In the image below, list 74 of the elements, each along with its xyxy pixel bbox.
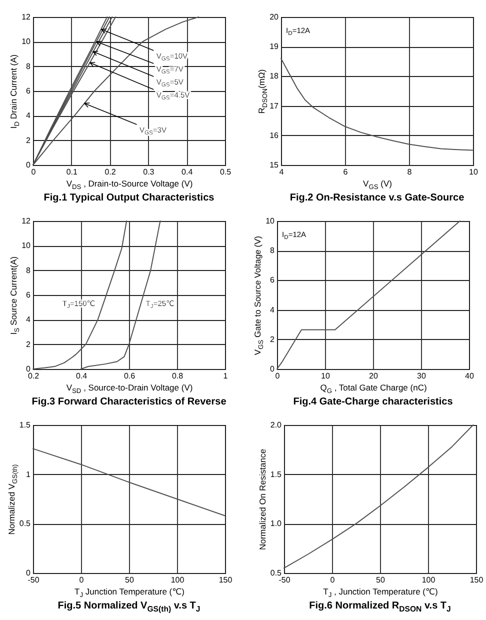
y-tick-label: 10 xyxy=(22,37,32,46)
y-tick-label: 0 xyxy=(26,568,32,578)
y-tick-label: 16 xyxy=(270,130,280,140)
y-tick-label: 12 xyxy=(22,216,32,226)
x-tick-label: 10 xyxy=(469,168,478,176)
x-tick-label: 0.2 xyxy=(104,168,116,176)
y-tick-label: 4 xyxy=(26,315,32,324)
y-tick-label: 2 xyxy=(26,136,32,145)
y-tick-label: 4 xyxy=(270,305,276,314)
x-tick-label: 50 xyxy=(376,576,386,584)
y-tick-label: 0.5 xyxy=(19,519,32,528)
y-tick-label: 6 xyxy=(26,290,32,300)
y-tick-label: 20 xyxy=(270,12,280,22)
x-tick-label: 150 xyxy=(218,576,233,584)
y-tick-label: 0 xyxy=(270,364,276,374)
x-tick-label: 0.5 xyxy=(220,168,232,176)
x-tick-label: -50 xyxy=(278,576,291,584)
x-tick-label: 0.4 xyxy=(182,168,194,176)
x-tick-label: 1 xyxy=(223,372,228,380)
text: Fig.1 Typical Output Characteristics xyxy=(44,192,215,204)
y-tick-label: 10 xyxy=(266,216,276,226)
y-tick-label: 2 xyxy=(270,334,276,344)
y-tick-label: 15 xyxy=(270,160,280,170)
text: Fig.5 Normalized V$_{GS(th)}$ v.s T$_{J}$ xyxy=(58,600,200,614)
y-tick-label: 0.5 xyxy=(270,568,282,578)
x-tick-label: 30 xyxy=(417,372,426,380)
x-tick-label: 150 xyxy=(470,576,484,584)
x-tick-label: 0 xyxy=(79,576,84,584)
x-tick-label: 0.6 xyxy=(124,372,136,380)
y-tick-label: 10 xyxy=(22,241,32,250)
y-tick-label: 1 xyxy=(26,470,32,479)
x-tick-label: 100 xyxy=(422,576,436,584)
y-tick-label: 6 xyxy=(26,86,32,96)
y-axis-title: Normalized On Resistance xyxy=(257,448,268,550)
x-tick-label: 0.8 xyxy=(172,372,184,380)
y-tick-label: 19 xyxy=(270,42,280,52)
x-tick-label: 0.3 xyxy=(143,168,155,176)
x-tick-label: -50 xyxy=(28,576,40,584)
x-axis-title: T$_{J}$ Junction Temperature (℃) xyxy=(74,586,185,599)
x-tick-label: 10 xyxy=(321,372,330,380)
y-tick-label: 6 xyxy=(270,276,276,285)
y-tick-label: 1.0 xyxy=(270,519,282,528)
x-tick-label: 40 xyxy=(465,372,474,380)
x-tick-label: 8 xyxy=(407,168,412,176)
y-tick-label: 12 xyxy=(22,12,32,22)
x-axis-title: V$_{DS}$ , Drain-to-Source Voltage (V) xyxy=(66,178,193,191)
x-axis-title: T$_{J}$ , Junction Temperature (℃) xyxy=(323,586,438,599)
x-axis-title: V$_{SD}$ , Source-to-Drain Voltage (V) xyxy=(66,382,193,395)
y-tick-label: 8 xyxy=(26,266,32,275)
x-tick-label: 6 xyxy=(343,168,348,176)
x-tick-label: 0.1 xyxy=(66,168,78,176)
x-axis-title: Q$_{G}$ , Total Gate Charge (nC) xyxy=(320,382,427,395)
x-tick-label: 100 xyxy=(170,576,185,584)
y-tick-label: 2.0 xyxy=(270,420,282,430)
x-tick-label: 0 xyxy=(330,576,336,584)
x-tick-label: 50 xyxy=(125,576,134,584)
x-axis-title: V$_{GS}$ (V) xyxy=(363,178,392,191)
text: Fig.3 Forward Characteristics of Reverse xyxy=(32,396,227,408)
x-tick-label: 0.4 xyxy=(76,372,88,380)
x-tick-label: 20 xyxy=(369,372,378,380)
x-tick-label: 0.2 xyxy=(28,372,40,380)
y-tick-label: 17 xyxy=(270,101,280,110)
y-tick-label: 2 xyxy=(26,340,32,349)
y-tick-label: 0 xyxy=(26,364,32,374)
y-tick-label: 18 xyxy=(270,72,280,81)
text: Fig.6 Normalized R$_{DSON}$ v.s T$_{J}$ xyxy=(309,600,451,614)
y-tick-label: 0 xyxy=(26,160,32,170)
y-tick-label: 1.5 xyxy=(270,470,282,479)
text: Fig.4 Gate-Charge characteristics xyxy=(293,396,454,408)
text: Fig.2 On-Resistance v.s Gate-Source xyxy=(290,192,465,204)
y-tick-label: 1.5 xyxy=(19,420,32,430)
y-tick-label: 4 xyxy=(26,111,32,120)
y-tick-label: 8 xyxy=(270,246,276,256)
y-tick-label: 8 xyxy=(26,62,32,71)
